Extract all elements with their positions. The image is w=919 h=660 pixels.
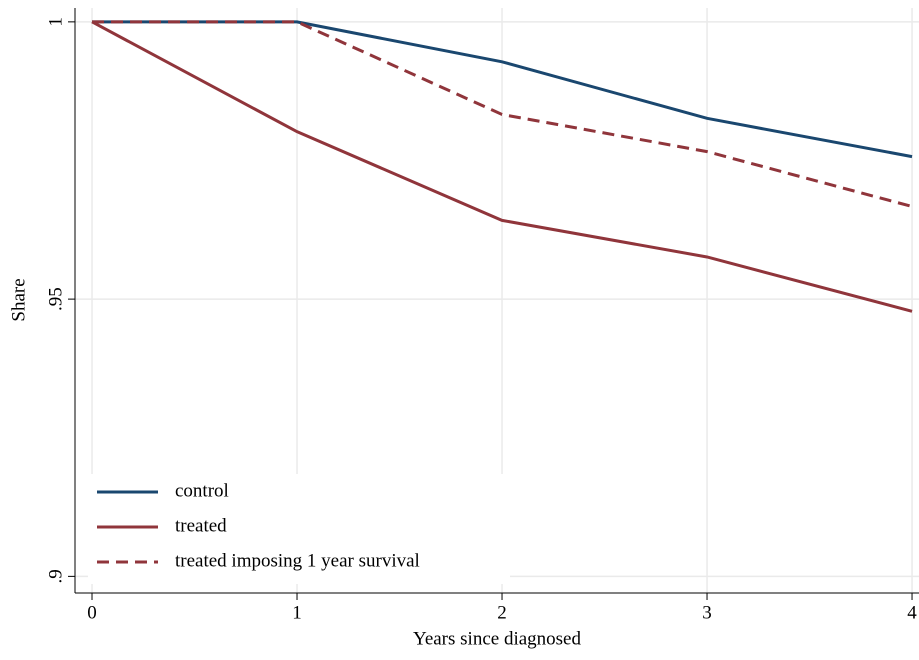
- legend-label: treated imposing 1 year survival: [175, 550, 420, 571]
- legend-label: control: [175, 480, 229, 501]
- x-tick-label: 2: [497, 602, 507, 623]
- x-tick-label: 4: [907, 602, 917, 623]
- y-tick-label: .95: [45, 287, 66, 311]
- x-tick-label: 0: [87, 602, 97, 623]
- y-axis-title: Share: [8, 278, 29, 321]
- x-axis-title: Years since diagnosed: [413, 628, 581, 649]
- legend-box: [88, 474, 510, 584]
- y-tick-label: .9: [45, 569, 66, 583]
- x-tick-label: 3: [702, 602, 712, 623]
- legend-label: treated: [175, 515, 227, 536]
- x-tick-label: 1: [292, 602, 302, 623]
- line: [91, 20, 913, 313]
- line: [92, 20, 913, 208]
- y-tick-label: 1: [45, 17, 66, 27]
